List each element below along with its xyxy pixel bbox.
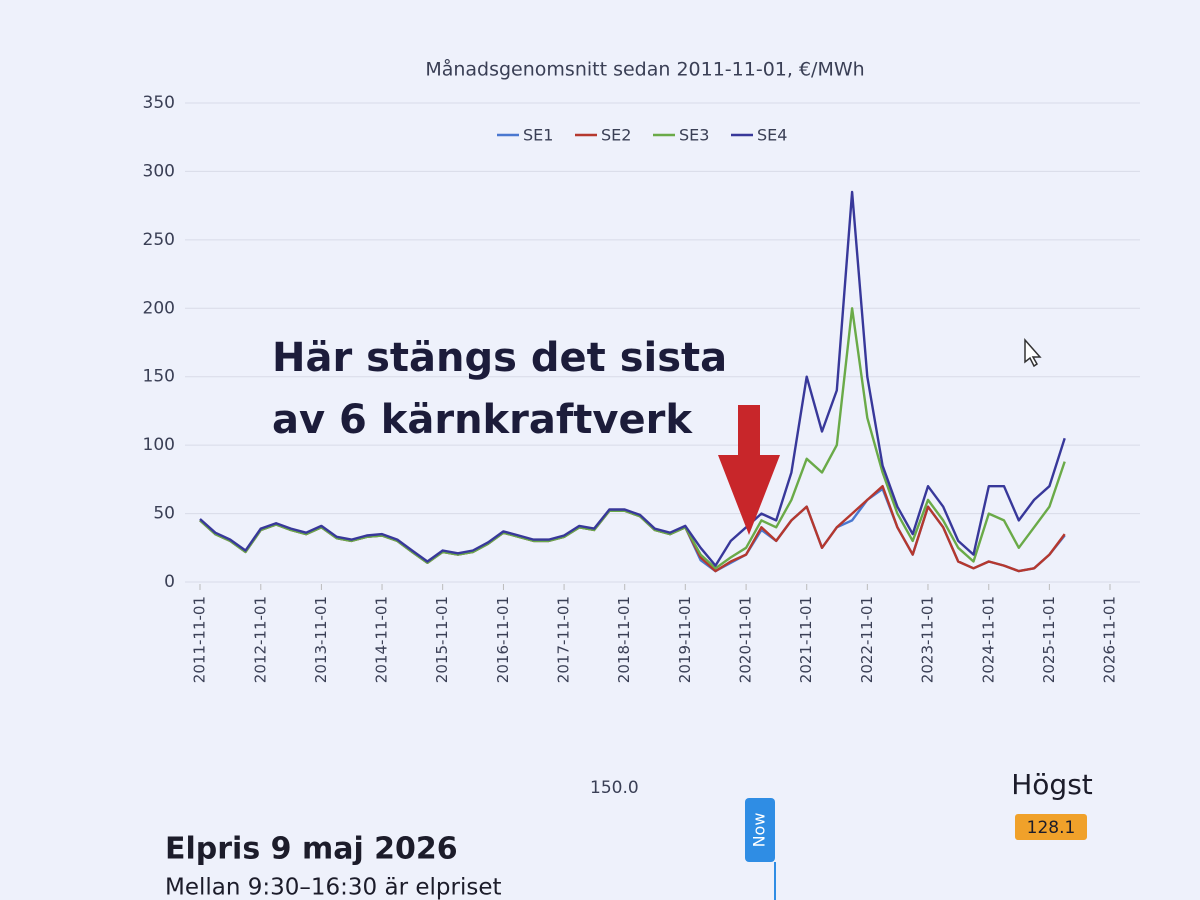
x-tick-label: 2021-11-01 [797,596,815,683]
x-tick-label: 2013-11-01 [312,596,330,683]
x-tick-label: 2015-11-01 [433,596,451,683]
lines [199,190,1066,573]
chart-title: Månadsgenomsnitt sedan 2011-11-01, €/MWh [425,58,864,81]
y-tick-label: 0 [164,572,175,592]
x-tick-label: 2011-11-01 [191,596,209,683]
high-badge [1015,814,1087,840]
legend-label: SE2 [601,126,631,145]
x-tick-label: 2020-11-01 [737,596,755,683]
high-label: Högst [1011,768,1093,801]
x-tick-label: 2026-11-01 [1101,596,1119,683]
x-tick-label: 2019-11-01 [676,596,694,683]
annotation: Här stängs det sista [272,335,727,381]
y-tick-label: 100 [143,435,175,455]
legend-label: SE1 [523,126,553,145]
x-tick-label: 2025-11-01 [1040,596,1058,683]
grid: 0 50 100 150 200 250 300 350 2011-11-01 2012-11-0… [143,93,1140,683]
annotation-arrow [718,405,780,535]
x-tick-label: 2014-11-01 [373,596,391,683]
description: Mellan 9:30–16:30 är elpriset [165,875,502,900]
y-tick-label: 50 [153,504,175,524]
x-tick-label: 2024-11-01 [979,596,997,683]
x-tick-label: 2012-11-01 [251,596,269,683]
x-tick-label: 2018-11-01 [615,596,633,683]
y-tick-label: 150 [143,367,175,387]
y-tick-label: 300 [143,161,175,181]
series-line [199,190,1066,567]
legend-label: SE3 [679,126,709,145]
heading: Elpris 9 maj 2026 [165,832,458,867]
high-value: 128.1 [1027,818,1076,838]
x-tick-label: 2017-11-01 [555,596,573,683]
legend-label: SE4 [757,126,787,145]
x-tick-label: 2023-11-01 [918,596,936,683]
annotation: av 6 kärnkraftverk [272,397,693,443]
y-tick-label: 250 [143,230,175,250]
y-tick-label: 200 [143,298,175,318]
axis-max: 150.0 [590,778,639,798]
x-tick-label: 2016-11-01 [494,596,512,683]
y-tick-label: 350 [143,93,175,113]
x-tick-label: 2022-11-01 [858,596,876,683]
cursor [1024,338,1042,368]
series-line [199,307,1066,570]
now-label: Now [750,813,769,848]
now-badge [745,798,775,862]
